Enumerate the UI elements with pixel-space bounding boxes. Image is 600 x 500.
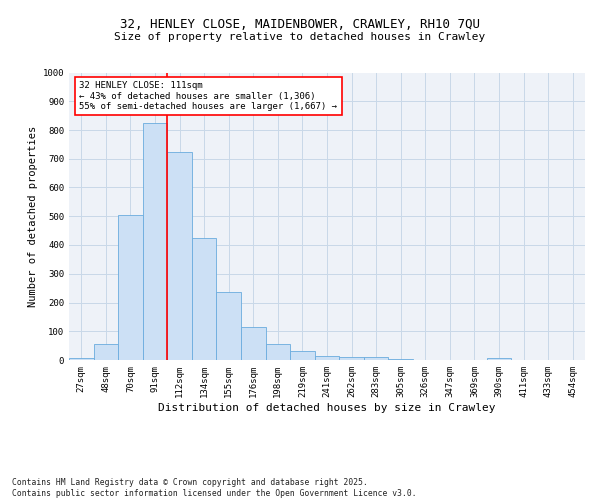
- Text: Size of property relative to detached houses in Crawley: Size of property relative to detached ho…: [115, 32, 485, 42]
- Bar: [266, 344, 290, 360]
- Bar: [118, 215, 143, 360]
- Bar: [364, 356, 388, 360]
- Bar: [217, 292, 241, 360]
- Bar: [388, 358, 413, 360]
- Bar: [290, 352, 315, 360]
- Text: Contains HM Land Registry data © Crown copyright and database right 2025.
Contai: Contains HM Land Registry data © Crown c…: [12, 478, 416, 498]
- Bar: [69, 358, 94, 360]
- Bar: [487, 358, 511, 360]
- Y-axis label: Number of detached properties: Number of detached properties: [28, 126, 38, 307]
- Bar: [143, 123, 167, 360]
- Bar: [241, 327, 266, 360]
- Bar: [315, 356, 339, 360]
- Bar: [167, 152, 192, 360]
- X-axis label: Distribution of detached houses by size in Crawley: Distribution of detached houses by size …: [158, 402, 496, 412]
- Bar: [94, 344, 118, 360]
- Text: 32, HENLEY CLOSE, MAIDENBOWER, CRAWLEY, RH10 7QU: 32, HENLEY CLOSE, MAIDENBOWER, CRAWLEY, …: [120, 18, 480, 30]
- Bar: [192, 238, 217, 360]
- Text: 32 HENLEY CLOSE: 111sqm
← 43% of detached houses are smaller (1,306)
55% of semi: 32 HENLEY CLOSE: 111sqm ← 43% of detache…: [79, 81, 337, 111]
- Bar: [339, 357, 364, 360]
